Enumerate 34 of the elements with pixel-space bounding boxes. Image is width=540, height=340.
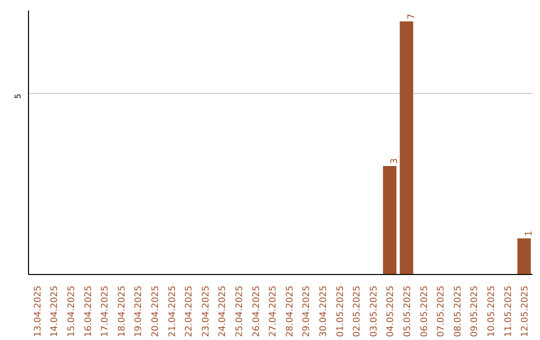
x-tick-label: 23.04.2025 — [201, 286, 212, 338]
x-tick-label: 15.04.2025 — [67, 286, 77, 338]
x-tick-label: 06.05.2025 — [420, 286, 430, 338]
x-tick-label: 19.04.2025 — [134, 286, 144, 338]
x-tick-label: 28.04.2025 — [285, 286, 296, 338]
x-tick-label: 22.04.2025 — [184, 286, 195, 338]
x-tick-label: 30.04.2025 — [319, 286, 329, 338]
x-tick-label: 05.05.2025 — [403, 286, 413, 338]
x-tick-label: 12.05.2025 — [520, 286, 531, 338]
x-tick-label: 16.04.2025 — [84, 286, 94, 338]
data-label: 1 — [524, 230, 535, 236]
x-tick-label: 08.05.2025 — [453, 286, 464, 338]
y-tick-label: 5 — [14, 94, 22, 99]
x-tick-label: 14.04.2025 — [50, 286, 60, 338]
x-tick-label: 29.04.2025 — [302, 286, 312, 338]
x-tick-label: 24.04.2025 — [218, 286, 228, 338]
x-tick-label: 21.04.2025 — [168, 286, 178, 338]
x-tick-label: 18.04.2025 — [117, 286, 128, 338]
x-tick-label: 07.05.2025 — [436, 286, 447, 338]
data-label: 7 — [407, 14, 417, 20]
x-tick-label: 03.05.2025 — [369, 286, 380, 338]
x-tick-label: 04.05.2025 — [386, 286, 396, 338]
x-tick-label: 02.05.2025 — [352, 286, 363, 338]
x-tick-label: 13.04.2025 — [33, 286, 44, 338]
x-tick-label: 01.05.2025 — [336, 286, 346, 338]
data-label: 3 — [390, 158, 400, 164]
x-tick-label: 17.04.2025 — [100, 286, 111, 338]
x-tick-label: 25.04.2025 — [235, 286, 245, 338]
x-tick-label: 20.04.2025 — [151, 286, 161, 338]
x-tick-label: 10.05.2025 — [487, 286, 497, 338]
x-tick-label: 11.05.2025 — [504, 286, 514, 338]
x-tick-label: 27.04.2025 — [268, 286, 279, 338]
x-tick-label: 09.05.2025 — [470, 286, 480, 338]
x-tick-label: 26.04.2025 — [252, 286, 262, 338]
